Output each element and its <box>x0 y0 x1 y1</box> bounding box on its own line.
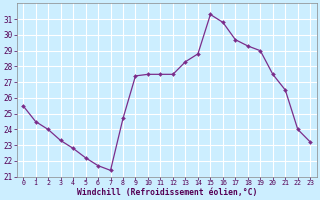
X-axis label: Windchill (Refroidissement éolien,°C): Windchill (Refroidissement éolien,°C) <box>76 188 257 197</box>
